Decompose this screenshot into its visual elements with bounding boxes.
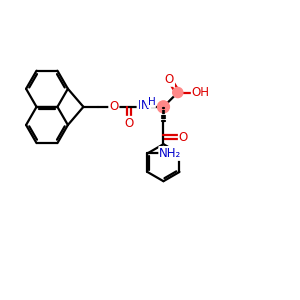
Circle shape <box>158 101 169 113</box>
Text: H: H <box>148 98 155 107</box>
Text: OH: OH <box>192 86 210 99</box>
Text: O: O <box>109 100 119 113</box>
Text: N: N <box>138 99 146 112</box>
Text: NH₂: NH₂ <box>159 147 182 160</box>
Circle shape <box>173 87 183 98</box>
Text: H: H <box>142 99 150 109</box>
Text: O: O <box>179 131 188 144</box>
Text: O: O <box>125 117 134 130</box>
Text: O: O <box>165 73 174 86</box>
Text: N: N <box>140 99 149 112</box>
